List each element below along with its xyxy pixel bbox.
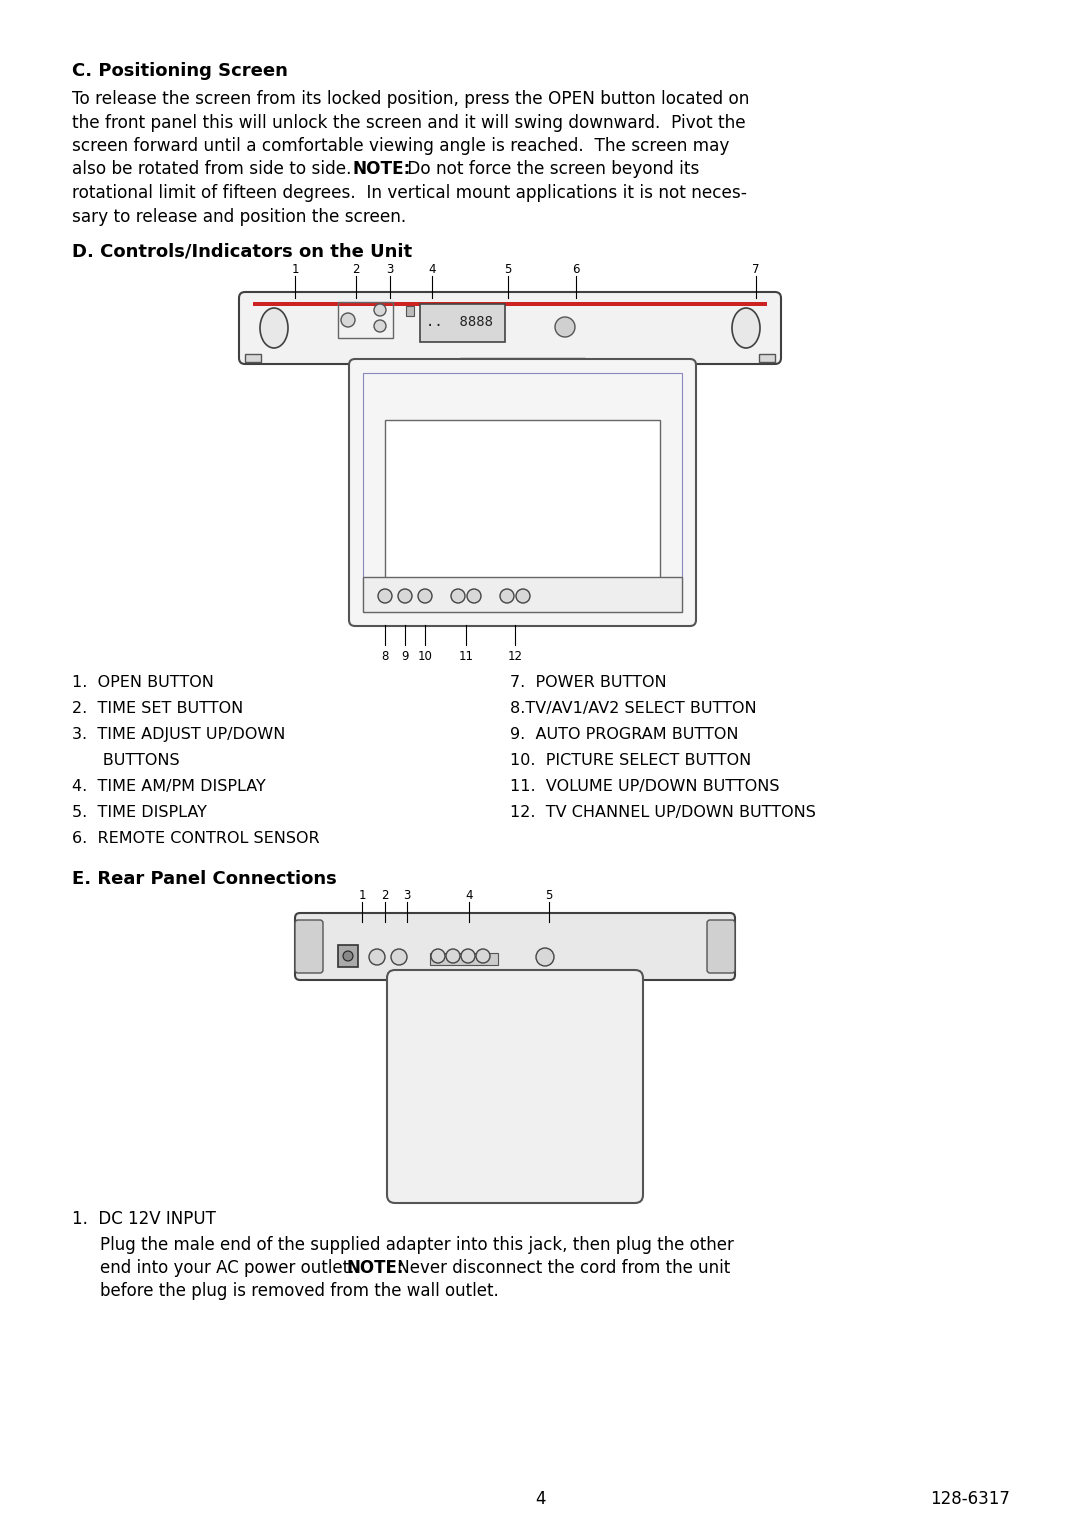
Text: 6: 6 [572, 262, 580, 276]
Circle shape [391, 949, 407, 964]
Text: 2: 2 [381, 890, 389, 902]
Text: 12: 12 [508, 650, 523, 662]
Circle shape [516, 589, 530, 603]
Text: 4: 4 [429, 262, 435, 276]
Bar [363, 372, 681, 612]
Text: 4: 4 [535, 1489, 545, 1508]
FancyBboxPatch shape [707, 920, 735, 974]
Bar [440, 977, 590, 986]
Circle shape [369, 949, 384, 964]
Circle shape [461, 949, 475, 963]
Text: 8.TV/AV1/AV2 SELECT BUTTON: 8.TV/AV1/AV2 SELECT BUTTON [510, 700, 757, 716]
Ellipse shape [732, 308, 760, 348]
Text: Plug the male end of the supplied adapter into this jack, then plug the other: Plug the male end of the supplied adapte… [100, 1236, 734, 1254]
Bar [338, 945, 357, 967]
Text: 2.  TIME SET BUTTON: 2. TIME SET BUTTON [72, 700, 243, 716]
Text: BUTTONS: BUTTONS [72, 752, 179, 768]
Circle shape [451, 589, 465, 603]
Text: 11.  VOLUME UP/DOWN BUTTONS: 11. VOLUME UP/DOWN BUTTONS [510, 778, 780, 794]
FancyBboxPatch shape [295, 920, 323, 974]
Circle shape [500, 589, 514, 603]
Circle shape [343, 951, 353, 961]
Text: 12.  TV CHANNEL UP/DOWN BUTTONS: 12. TV CHANNEL UP/DOWN BUTTONS [510, 806, 815, 819]
Text: 10.  PICTURE SELECT BUTTON: 10. PICTURE SELECT BUTTON [510, 752, 752, 768]
Text: 7: 7 [753, 262, 759, 276]
Text: 9.  AUTO PROGRAM BUTTON: 9. AUTO PROGRAM BUTTON [510, 726, 739, 742]
Text: 3.  TIME ADJUST UP/DOWN: 3. TIME ADJUST UP/DOWN [72, 726, 285, 742]
Text: 5: 5 [545, 890, 553, 902]
Text: before the plug is removed from the wall outlet.: before the plug is removed from the wall… [100, 1282, 499, 1300]
Bar [759, 354, 775, 362]
Text: 10: 10 [418, 650, 432, 662]
Bar [460, 359, 585, 368]
Text: 1: 1 [292, 262, 299, 276]
Text: NOTE:: NOTE: [347, 1259, 405, 1277]
FancyBboxPatch shape [295, 913, 735, 980]
Text: NOTE:: NOTE: [352, 160, 410, 179]
Circle shape [378, 589, 392, 603]
Text: E. Rear Panel Connections: E. Rear Panel Connections [72, 870, 337, 888]
Circle shape [555, 317, 575, 337]
Text: 2: 2 [352, 262, 360, 276]
Text: sary to release and position the screen.: sary to release and position the screen. [72, 208, 406, 226]
Text: 6.  REMOTE CONTROL SENSOR: 6. REMOTE CONTROL SENSOR [72, 832, 320, 845]
FancyBboxPatch shape [387, 971, 643, 1202]
Circle shape [446, 949, 460, 963]
Bar [430, 954, 498, 964]
Circle shape [431, 949, 445, 963]
Text: 11: 11 [459, 650, 473, 662]
Bar [420, 304, 505, 342]
Bar [253, 302, 767, 307]
Text: rotational limit of fifteen degrees.  In vertical mount applications it is not n: rotational limit of fifteen degrees. In … [72, 185, 747, 201]
Text: screen forward until a comfortable viewing angle is reached.  The screen may: screen forward until a comfortable viewi… [72, 137, 729, 156]
Text: 3: 3 [403, 890, 410, 902]
Text: 4: 4 [465, 890, 473, 902]
Text: ..  8888: .. 8888 [426, 314, 492, 330]
Circle shape [399, 589, 411, 603]
Text: end into your AC power outlet.: end into your AC power outlet. [100, 1259, 360, 1277]
Text: 1.  DC 12V INPUT: 1. DC 12V INPUT [72, 1210, 216, 1228]
FancyBboxPatch shape [349, 359, 696, 626]
Text: C. Positioning Screen: C. Positioning Screen [72, 63, 288, 79]
Text: Do not force the screen beyond its: Do not force the screen beyond its [402, 160, 700, 179]
Circle shape [341, 313, 355, 327]
Text: D. Controls/Indicators on the Unit: D. Controls/Indicators on the Unit [72, 243, 413, 259]
FancyBboxPatch shape [239, 291, 781, 365]
Text: To release the screen from its locked position, press the OPEN button located on: To release the screen from its locked po… [72, 90, 750, 108]
Bar [245, 354, 261, 362]
Text: 9: 9 [402, 650, 408, 662]
Text: 7.  POWER BUTTON: 7. POWER BUTTON [510, 674, 666, 690]
Text: Never disconnect the cord from the unit: Never disconnect the cord from the unit [392, 1259, 730, 1277]
Circle shape [467, 589, 481, 603]
Text: 8: 8 [381, 650, 389, 662]
Text: also be rotated from side to side.: also be rotated from side to side. [72, 160, 362, 179]
Text: 128-6317: 128-6317 [930, 1489, 1010, 1508]
Text: 1.  OPEN BUTTON: 1. OPEN BUTTON [72, 674, 214, 690]
Text: the front panel this will unlock the screen and it will swing downward.  Pivot t: the front panel this will unlock the scr… [72, 113, 745, 131]
Ellipse shape [260, 308, 288, 348]
Bar [338, 302, 393, 337]
Text: 4.  TIME AM/PM DISPLAY: 4. TIME AM/PM DISPLAY [72, 778, 266, 794]
Bar [363, 577, 681, 612]
Text: 5: 5 [504, 262, 512, 276]
Circle shape [536, 948, 554, 966]
Bar [406, 307, 414, 316]
Bar [384, 420, 660, 584]
Circle shape [374, 304, 386, 316]
Circle shape [476, 949, 490, 963]
Text: 5.  TIME DISPLAY: 5. TIME DISPLAY [72, 806, 207, 819]
Circle shape [418, 589, 432, 603]
Text: 3: 3 [387, 262, 394, 276]
Circle shape [374, 320, 386, 333]
Text: 1: 1 [359, 890, 366, 902]
